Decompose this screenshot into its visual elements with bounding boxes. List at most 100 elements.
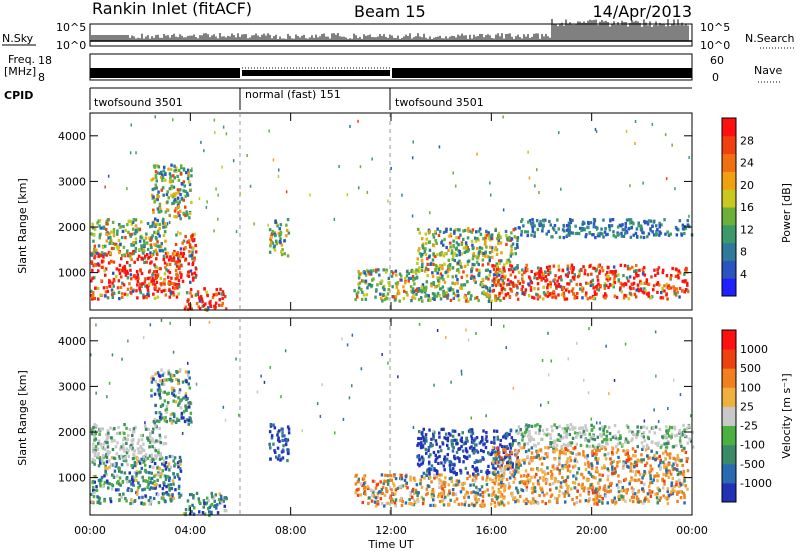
heatmap-cell	[594, 476, 597, 480]
heatmap-cell	[117, 279, 121, 283]
heatmap-cell	[589, 221, 593, 225]
heatmap-cell	[281, 456, 285, 460]
heatmap-cell	[501, 283, 505, 287]
heatmap-cell	[364, 492, 367, 496]
heatmap-cell	[94, 263, 97, 267]
heatmap-cell	[177, 282, 181, 287]
heatmap-cell	[139, 446, 142, 450]
heatmap-cell	[566, 287, 569, 291]
heatmap-cell	[513, 477, 517, 481]
heatmap-cell	[173, 389, 176, 393]
heatmap-cell	[500, 291, 504, 295]
heatmap-cell	[515, 236, 518, 240]
heatmap-cell	[488, 273, 491, 277]
heatmap-cell	[568, 432, 572, 437]
heatmap-cell	[186, 213, 189, 217]
heatmap-cell	[499, 241, 503, 245]
heatmap-cell	[162, 217, 165, 221]
heatmap-cell	[608, 224, 611, 228]
heatmap-cell	[110, 456, 114, 460]
heatmap-cell	[276, 457, 280, 461]
heatmap-cell	[577, 232, 581, 236]
heatmap-cell	[451, 275, 454, 279]
heatmap-cell	[134, 246, 138, 251]
heatmap-cell	[623, 478, 626, 482]
heatmap-cell	[377, 268, 380, 272]
heatmap-cell	[635, 288, 638, 292]
heatmap-cell	[178, 460, 181, 464]
heatmap-cell	[604, 296, 607, 300]
heatmap-cell	[164, 239, 167, 243]
heatmap-cell	[140, 271, 144, 275]
heatmap-cell	[378, 273, 381, 277]
heatmap-cell	[153, 263, 156, 267]
heatmap-cell	[139, 269, 142, 273]
heatmap-cell	[149, 225, 152, 229]
heatmap-cell	[516, 236, 520, 240]
heatmap-cell	[138, 289, 142, 293]
heatmap-cell	[272, 442, 275, 446]
heatmap-cell	[448, 489, 451, 493]
heatmap-cell	[125, 480, 129, 484]
heatmap-cell	[133, 232, 136, 236]
heatmap-cell	[152, 292, 155, 296]
heatmap-cell	[424, 253, 428, 257]
heatmap-cell	[456, 289, 459, 293]
heatmap-cell	[462, 246, 466, 250]
heatmap-cell	[175, 166, 178, 170]
heatmap-cell	[460, 275, 464, 279]
heatmap-cell	[447, 264, 450, 268]
heatmap-cell	[430, 480, 433, 484]
heatmap-cell	[425, 473, 428, 477]
heatmap-cell	[424, 232, 428, 236]
heatmap-cell	[364, 281, 367, 285]
heatmap-cell	[641, 447, 644, 451]
heatmap-cell	[223, 496, 226, 500]
heatmap-cell	[570, 289, 574, 293]
heatmap-cell	[683, 493, 686, 497]
heatmap-cell	[186, 299, 189, 303]
heatmap-cell	[641, 267, 644, 271]
heatmap-cell	[432, 437, 435, 441]
heatmap-cell	[153, 283, 157, 287]
heatmap-cell	[187, 422, 190, 426]
heatmap-cell	[630, 439, 633, 443]
heatmap-cell	[121, 292, 124, 296]
heatmap-cell	[549, 223, 552, 227]
heatmap-cell	[283, 434, 286, 438]
heatmap-cell	[425, 280, 429, 284]
heatmap-cell	[654, 492, 657, 496]
heatmap-cell	[429, 298, 432, 302]
heatmap-cell	[134, 218, 138, 222]
heatmap-cell	[114, 445, 118, 449]
heatmap-cell	[113, 427, 116, 431]
heatmap-cell	[130, 222, 133, 226]
heatmap-cell	[617, 497, 621, 502]
heatmap-cell	[496, 272, 499, 276]
heatmap-cell	[104, 466, 107, 470]
heatmap-cell	[585, 233, 588, 237]
heatmap-cell	[183, 307, 187, 311]
heatmap-cell	[440, 473, 443, 477]
heatmap-cell	[136, 257, 139, 261]
heatmap-cell	[572, 266, 575, 270]
heatmap-cell	[177, 259, 181, 263]
heatmap-cell	[394, 504, 397, 508]
heatmap-cell	[391, 491, 394, 496]
heatmap-cell	[482, 429, 485, 433]
heatmap-cell	[177, 204, 181, 209]
heatmap-cell	[214, 301, 218, 305]
heatmap-cell	[497, 278, 501, 282]
heatmap-cell	[651, 467, 654, 471]
heatmap-cell	[563, 492, 566, 496]
heatmap-cell	[149, 251, 152, 255]
heatmap-cell	[560, 293, 564, 297]
heatmap-cell	[92, 489, 95, 493]
heatmap-cell	[494, 461, 497, 465]
heatmap-cell	[613, 274, 617, 278]
heatmap-cell	[131, 227, 135, 231]
heatmap-cell	[159, 245, 163, 249]
heatmap-cell	[155, 419, 159, 423]
heatmap-cell	[491, 486, 494, 490]
heatmap-cell	[663, 434, 666, 438]
